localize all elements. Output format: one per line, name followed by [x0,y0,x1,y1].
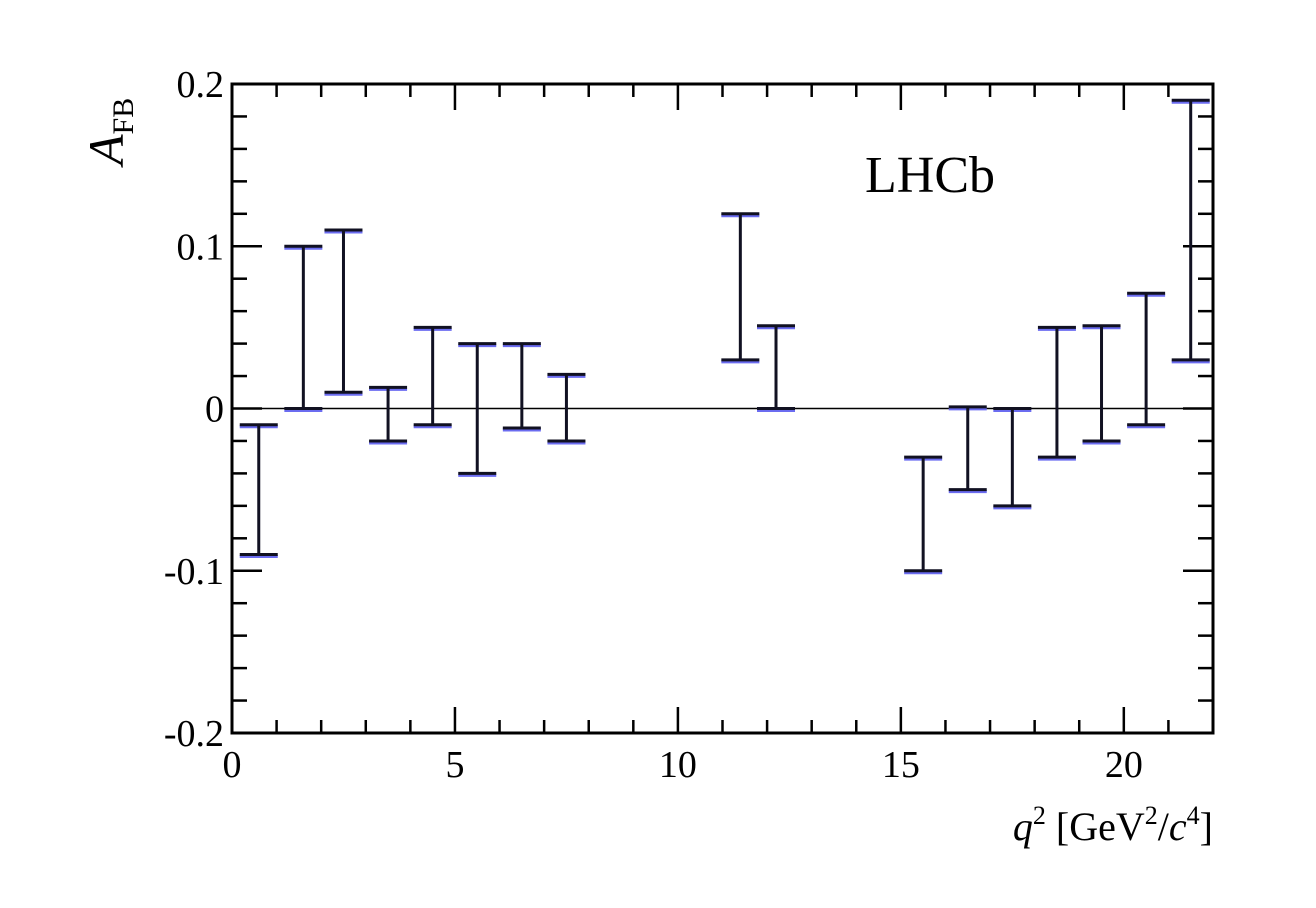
x-tick-label: 10 [659,744,697,786]
error-bar [721,212,760,364]
error-bar [904,455,943,575]
svg-text:AFB: AFB [78,98,140,168]
x-tick-label: 5 [445,744,464,786]
error-bar [413,325,452,429]
error-bar [1037,325,1076,461]
error-bar [458,342,497,477]
error-bar [502,342,541,432]
x-tick-label: 0 [223,744,242,786]
error-bar [1082,324,1121,445]
experiment-label: LHCb [865,147,995,204]
tick-labels: 0 5 10 15 20 -0.2 -0.1 0 0.1 0.2 [164,64,1143,786]
x-tick-label: 15 [882,744,920,786]
error-bars [239,98,1210,575]
error-bar [284,244,323,412]
y-tick-label: 0 [205,389,224,431]
error-bar [547,372,586,445]
error-bar [1171,98,1210,364]
error-bar [369,385,408,445]
y-tick-label: 0.1 [177,226,225,268]
y-axis-label-symbol: A [78,134,134,168]
x-axis-label: q2 [GeV2/c4] [1013,801,1213,849]
y-axis-label-subscript: FB [107,98,140,135]
error-bar [324,228,363,396]
plot-frame [230,82,1215,735]
x-tick-label: 20 [1105,744,1143,786]
y-tick-label: 0.2 [177,64,225,106]
y-tick-label: -0.1 [164,551,224,593]
error-bar [993,407,1032,510]
error-bar [1127,291,1166,429]
y-axis-label: AFB [78,98,140,168]
y-tick-label: -0.2 [164,713,224,755]
error-bar [757,324,796,412]
error-bar [239,423,278,559]
error-bar [948,405,987,494]
